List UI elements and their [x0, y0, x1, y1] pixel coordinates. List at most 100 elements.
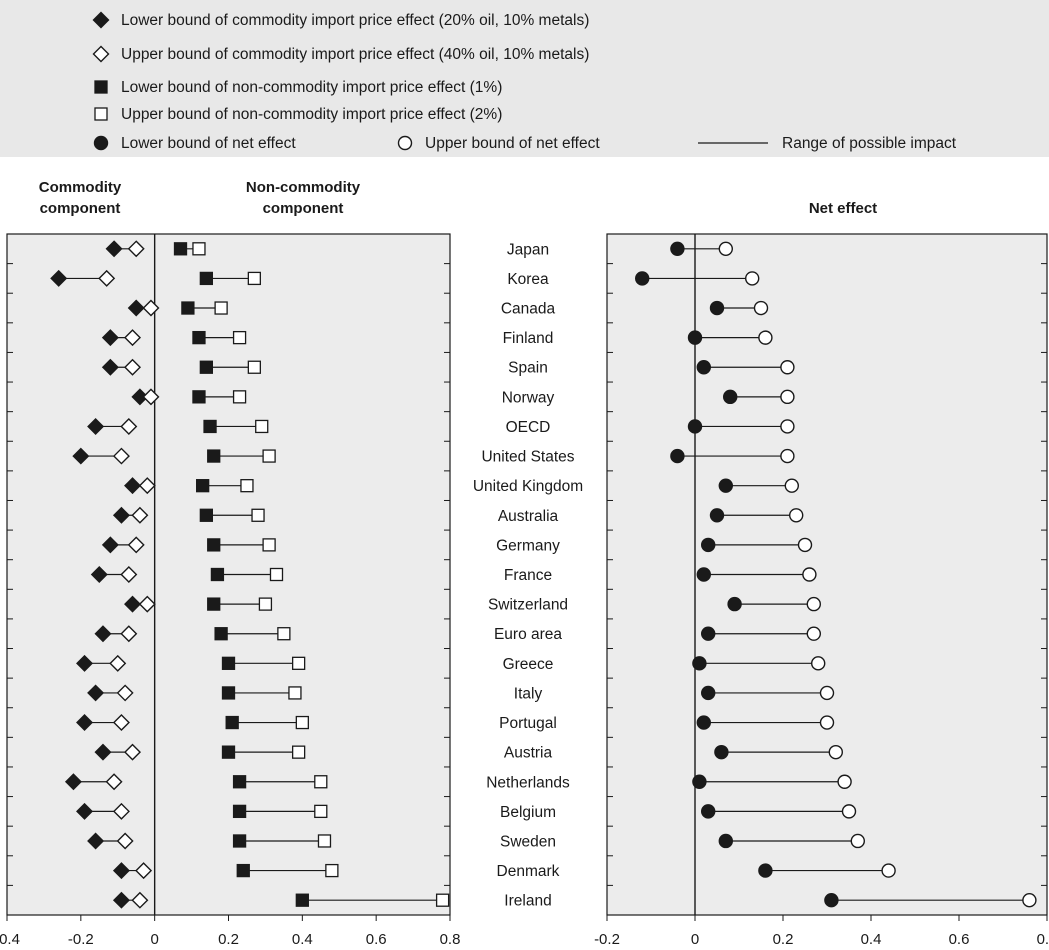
right-point-united-kingdom-circle-open — [784, 478, 799, 493]
country-label-canada: Canada — [501, 301, 556, 318]
country-label-korea: Korea — [507, 271, 549, 288]
left-point-switzerland-diamond-open — [138, 595, 156, 613]
left-point-australia-square-open — [251, 508, 265, 522]
left-point-ireland-diamond-open — [131, 891, 149, 909]
left-point-netherlands-square-open — [314, 775, 328, 789]
legend-label-net-lower: Lower bound of net effect — [121, 135, 296, 152]
left-point-germany-diamond-filled — [101, 536, 119, 554]
country-label-finland: Finland — [503, 330, 554, 347]
country-label-oecd: OECD — [506, 419, 551, 436]
legend-label-range: Range of possible impact — [782, 135, 957, 152]
left-point-euro-area-diamond-filled — [94, 625, 112, 643]
left-point-united-kingdom-diamond-open — [138, 477, 156, 495]
country-label-netherlands: Netherlands — [486, 774, 570, 791]
right-point-korea-circle-open — [745, 271, 760, 286]
left-point-korea-square-open — [247, 271, 261, 286]
left-point-portugal-diamond-open — [112, 714, 130, 732]
left-point-belgium-square-open — [314, 804, 328, 819]
right-point-oecd-circle-open — [780, 419, 795, 434]
country-label-portugal: Portugal — [499, 715, 557, 732]
left-point-sweden-square-open — [317, 834, 332, 848]
country-label-germany: Germany — [496, 537, 560, 554]
left-point-germany-square-filled — [207, 538, 221, 552]
left-point-euro-area-diamond-open — [120, 625, 138, 643]
right-point-portugal-circle-open — [819, 715, 835, 730]
left-point-denmark-square-open — [325, 863, 339, 878]
right-point-italy-circle-filled — [701, 685, 716, 701]
right-point-france-circle-open — [802, 567, 817, 582]
legend-label-noncommodity-lower: Lower bound of non-commodity import pric… — [121, 79, 502, 96]
country-label-sweden: Sweden — [500, 833, 556, 850]
right-point-spain-circle-filled — [696, 360, 711, 375]
left-point-sweden-square-filled — [232, 834, 247, 848]
right-point-italy-circle-open — [819, 685, 835, 701]
country-label-spain: Spain — [508, 360, 548, 377]
left-point-oecd-diamond-open — [120, 417, 138, 435]
left-point-germany-square-open — [262, 538, 276, 552]
legend-label-commodity-upper: Upper bound of commodity import price ef… — [121, 46, 589, 63]
right-point-switzerland-circle-open — [806, 596, 821, 612]
legend-label-commodity-lower: Lower bound of commodity import price ef… — [121, 12, 589, 29]
right-point-united-states-circle-filled — [670, 448, 685, 464]
left-point-united-states-square-filled — [207, 449, 221, 463]
left-point-norway-square-filled — [192, 390, 206, 404]
right-point-france-circle-filled — [696, 567, 711, 582]
right-point-canada-circle-open — [753, 300, 769, 316]
left-point-belgium-diamond-filled — [76, 802, 94, 820]
country-labels: Japan Korea Canada Finland Spain Norway OECD Un… — [473, 241, 583, 909]
right-xtick-label: 0.8 — [1037, 931, 1049, 948]
left-point-canada-square-open — [214, 301, 228, 315]
left-point-united-kingdom-square-filled — [196, 479, 210, 493]
right-point-euro-area-circle-open — [806, 626, 821, 641]
left-point-japan-square-open — [192, 242, 206, 256]
left-point-italy-square-open — [288, 686, 302, 700]
left-point-oecd-diamond-filled — [87, 417, 105, 435]
legend-marker-circle-open — [397, 135, 413, 151]
right-xtick-label: 0.2 — [773, 931, 794, 948]
commodity-header-line1: Commodity — [39, 179, 122, 196]
right-point-oecd-circle-filled — [687, 419, 703, 434]
right-point-sweden-circle-open — [850, 833, 865, 849]
left-point-canada-diamond-filled — [127, 299, 145, 317]
country-label-belgium: Belgium — [500, 804, 556, 821]
left-point-united-states-diamond-open — [112, 447, 130, 465]
right-point-netherlands-circle-open — [837, 774, 852, 789]
legend-marker-diamond-filled — [92, 11, 110, 29]
country-label-ireland: Ireland — [504, 893, 551, 910]
left-point-finland-diamond-open — [124, 329, 142, 347]
country-label-denmark: Denmark — [497, 863, 560, 880]
left-point-italy-square-filled — [221, 686, 236, 700]
legend-marker-square-open — [94, 107, 108, 121]
country-label-switzerland: Switzerland — [488, 597, 568, 614]
commodity-header-line2: component — [40, 200, 121, 217]
left-point-austria-square-filled — [221, 745, 236, 759]
left-point-united-states-square-open — [262, 449, 276, 463]
left-xtick-label: 0.6 — [366, 931, 387, 948]
left-point-united-kingdom-diamond-filled — [124, 477, 142, 495]
right-point-belgium-circle-filled — [701, 804, 716, 819]
right-point-euro-area-circle-filled — [701, 626, 716, 641]
left-point-euro-area-square-open — [277, 627, 291, 641]
right-point-australia-circle-filled — [709, 508, 725, 523]
left-point-netherlands-diamond-open — [105, 773, 123, 791]
country-label-italy: Italy — [514, 685, 543, 702]
country-label-euro-area: Euro area — [494, 626, 562, 643]
panel-headers: Commodity component Non-commodity compon… — [39, 179, 877, 217]
country-label-norway: Norway — [502, 389, 555, 406]
left-point-austria-diamond-filled — [94, 743, 112, 761]
left-point-belgium-square-filled — [232, 804, 247, 819]
right-point-ireland-circle-open — [1022, 892, 1037, 908]
right-point-belgium-circle-open — [841, 804, 857, 819]
left-point-italy-diamond-open — [116, 684, 134, 702]
legend-label-noncommodity-upper: Upper bound of non-commodity import pric… — [121, 106, 502, 123]
right-point-denmark-circle-open — [881, 863, 896, 878]
left-xtick-label: -0.2 — [68, 931, 94, 948]
left-point-denmark-diamond-filled — [112, 862, 130, 880]
left-point-finland-square-open — [232, 330, 247, 345]
legend-marker-square-filled — [94, 80, 108, 94]
left-point-oecd-square-filled — [203, 419, 217, 434]
left-point-sweden-diamond-filled — [87, 832, 105, 850]
legend-label-net-upper: Upper bound of net effect — [425, 135, 600, 152]
legend-markers — [92, 11, 768, 151]
legend-marker-diamond-open — [92, 45, 110, 63]
